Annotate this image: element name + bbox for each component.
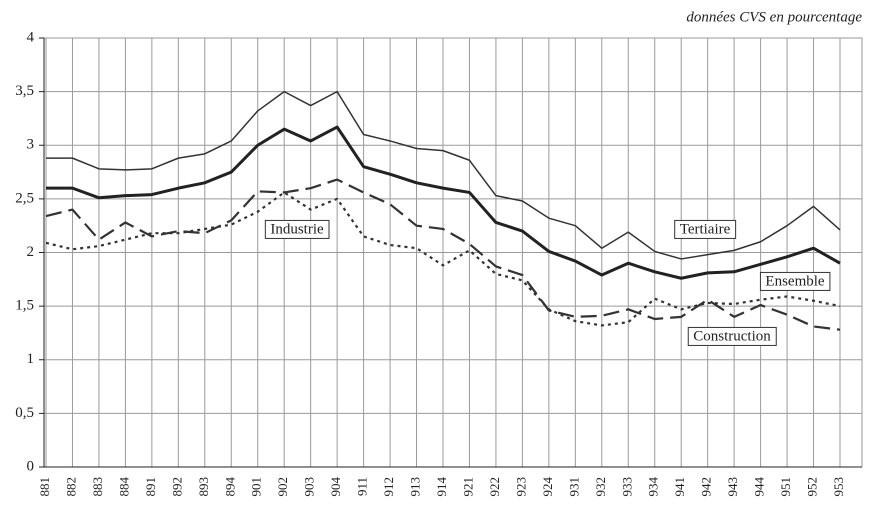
series-label-group: Ensemble	[759, 271, 831, 291]
x-tick-label: 933	[619, 477, 634, 497]
series-label: Ensemble	[765, 273, 824, 289]
y-tick-label: 3,5	[15, 83, 34, 99]
series-label-box	[759, 271, 831, 291]
x-tick-label: 924	[540, 477, 555, 497]
x-tick-label: 911	[355, 477, 370, 496]
series-label: Industrie	[270, 221, 324, 237]
x-tick-label: 893	[196, 477, 211, 497]
x-tick-label: 914	[434, 477, 449, 497]
x-tick-label: 943	[725, 477, 740, 497]
x-tick-label: 953	[831, 477, 846, 497]
x-tick-label: 904	[328, 477, 343, 497]
x-tick-label: 892	[169, 477, 184, 497]
y-tick-label: 2	[27, 244, 35, 260]
x-tick-label: 934	[646, 477, 661, 497]
x-tick-label: 913	[408, 477, 423, 497]
y-tick-label: 0,5	[15, 405, 34, 421]
y-tick-label: 1,5	[15, 298, 34, 314]
x-tick-label: 944	[752, 477, 767, 497]
x-tick-label: 891	[143, 477, 158, 497]
series-label-box	[264, 219, 330, 239]
series-label-box	[687, 326, 777, 346]
series-line	[46, 90, 841, 260]
series-label-group: Tertiaire	[674, 219, 737, 239]
x-tick-label: 881	[37, 477, 52, 497]
series-line	[45, 191, 841, 327]
x-tick-label: 942	[699, 477, 714, 497]
x-tick-label: 912	[381, 477, 396, 497]
x-tick-label: 922	[487, 477, 502, 497]
y-tick-label: 2,5	[15, 190, 34, 206]
x-tick-label: 883	[90, 477, 105, 497]
x-tick-label: 884	[116, 477, 131, 497]
y-tick-label: 1	[27, 351, 35, 367]
y-tick-label: 0	[27, 458, 35, 474]
series-label-group: Construction	[687, 326, 777, 346]
x-tick-label: 923	[513, 477, 528, 497]
x-tick-label: 932	[593, 477, 608, 497]
x-tick-label: 894	[222, 477, 237, 497]
series-line	[45, 178, 841, 331]
y-tick-label: 4	[27, 29, 35, 45]
y-tick-label: 3	[27, 137, 35, 153]
x-tick-label: 941	[672, 477, 687, 497]
series-label: Construction	[693, 328, 771, 344]
x-tick-label: 931	[566, 477, 581, 497]
x-tick-label: 902	[275, 477, 290, 497]
x-tick-label: 882	[63, 477, 78, 497]
x-tick-label: 901	[249, 477, 264, 497]
x-tick-label: 903	[302, 477, 317, 497]
x-tick-label: 951	[778, 477, 793, 497]
x-tick-label: 921	[460, 477, 475, 497]
chart-subtitle: données CVS en pourcentage	[686, 9, 862, 25]
series-label-group: Industrie	[264, 219, 330, 239]
series-label: Tertiaire	[680, 221, 731, 237]
series-line	[46, 125, 841, 280]
series-label-box	[674, 219, 737, 239]
x-tick-label: 952	[805, 477, 820, 497]
